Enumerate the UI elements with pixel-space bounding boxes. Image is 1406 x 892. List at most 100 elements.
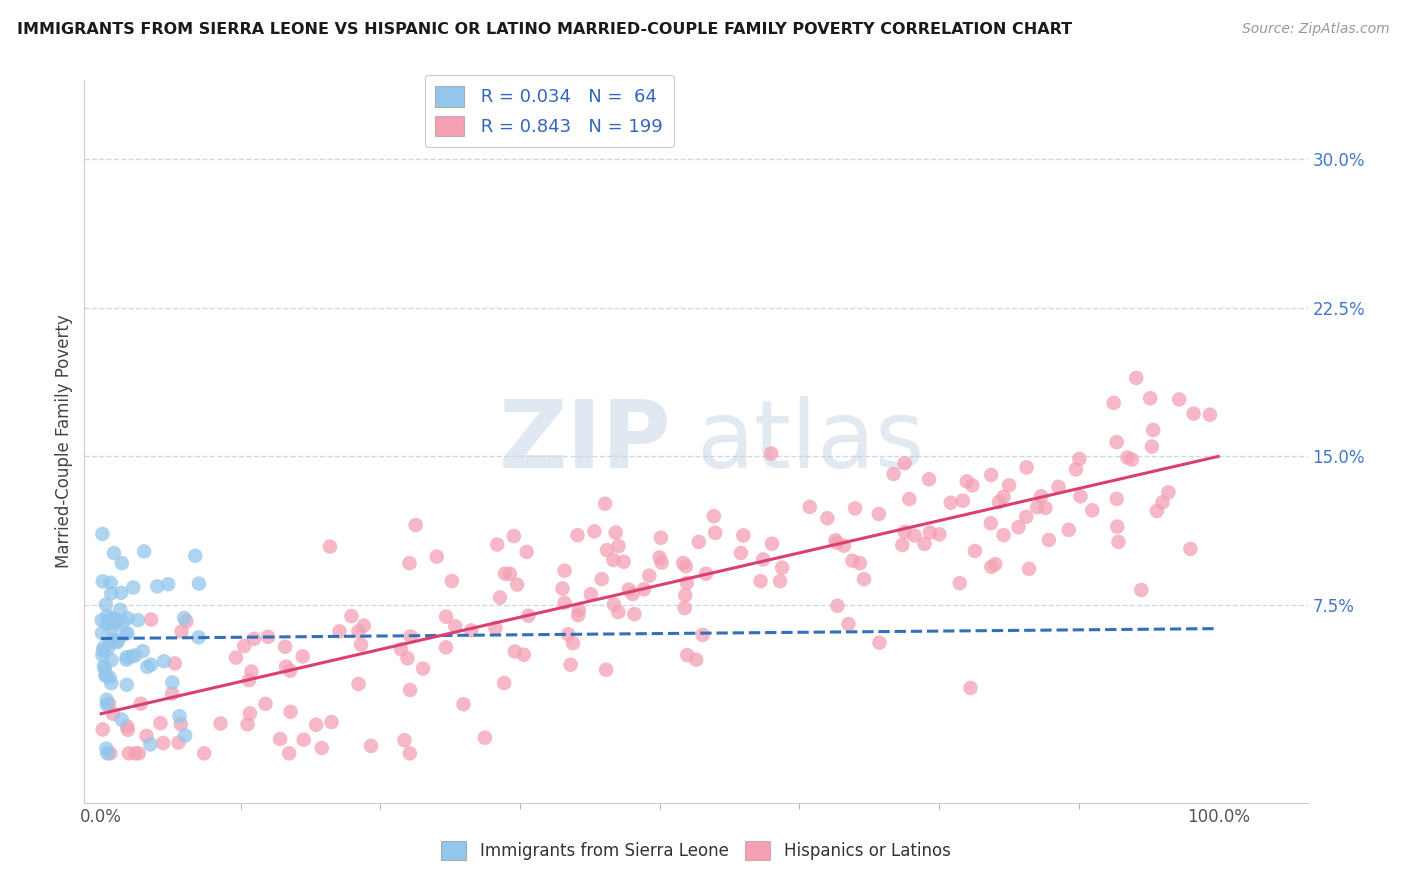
Point bbox=[1029, 489, 1052, 503]
Point bbox=[607, 605, 630, 619]
Point bbox=[685, 653, 707, 667]
Point bbox=[91, 643, 114, 657]
Point bbox=[918, 525, 941, 540]
Point bbox=[91, 574, 114, 589]
Point bbox=[115, 652, 138, 666]
Point bbox=[1107, 519, 1129, 533]
Text: IMMIGRANTS FROM SIERRA LEONE VS HISPANIC OR LATINO MARRIED-COUPLE FAMILY POVERTY: IMMIGRANTS FROM SIERRA LEONE VS HISPANIC… bbox=[17, 22, 1071, 37]
Point bbox=[118, 747, 141, 761]
Point bbox=[1026, 500, 1049, 515]
Point bbox=[103, 612, 125, 626]
Point bbox=[240, 665, 263, 679]
Point bbox=[91, 527, 114, 541]
Point bbox=[688, 535, 710, 549]
Point bbox=[122, 581, 145, 595]
Point bbox=[110, 586, 132, 600]
Point bbox=[434, 609, 457, 624]
Point bbox=[837, 617, 859, 632]
Point bbox=[583, 524, 606, 539]
Point bbox=[903, 528, 925, 542]
Point bbox=[278, 747, 301, 761]
Point bbox=[1038, 533, 1060, 547]
Point bbox=[440, 574, 463, 588]
Point bbox=[93, 640, 115, 655]
Point bbox=[980, 516, 1002, 531]
Point bbox=[607, 539, 630, 553]
Point bbox=[749, 574, 772, 588]
Point bbox=[928, 527, 950, 541]
Point bbox=[98, 635, 121, 649]
Point bbox=[412, 661, 434, 675]
Point bbox=[129, 697, 152, 711]
Point bbox=[149, 716, 172, 731]
Point bbox=[1199, 408, 1222, 422]
Point bbox=[96, 747, 118, 761]
Point bbox=[292, 732, 315, 747]
Point bbox=[173, 611, 195, 625]
Point bbox=[853, 572, 876, 586]
Point bbox=[962, 478, 984, 492]
Point bbox=[513, 648, 536, 662]
Point bbox=[579, 587, 602, 601]
Point bbox=[124, 648, 146, 663]
Point bbox=[94, 667, 117, 681]
Point bbox=[453, 698, 475, 712]
Point bbox=[672, 556, 695, 570]
Point bbox=[311, 741, 333, 756]
Point bbox=[673, 588, 696, 602]
Point bbox=[103, 546, 125, 560]
Point bbox=[139, 613, 162, 627]
Point bbox=[499, 566, 522, 581]
Point bbox=[1007, 520, 1029, 534]
Point bbox=[769, 574, 792, 588]
Point bbox=[486, 537, 509, 551]
Point bbox=[103, 632, 125, 647]
Point bbox=[94, 661, 117, 675]
Point bbox=[959, 681, 981, 695]
Point bbox=[94, 598, 117, 612]
Point bbox=[98, 670, 121, 684]
Point bbox=[1140, 440, 1163, 454]
Point bbox=[591, 572, 613, 586]
Point bbox=[193, 747, 215, 761]
Point bbox=[650, 531, 672, 545]
Point bbox=[96, 609, 118, 624]
Point bbox=[1105, 435, 1128, 450]
Point bbox=[841, 553, 863, 567]
Point bbox=[100, 611, 122, 625]
Point bbox=[1105, 491, 1128, 506]
Point bbox=[176, 615, 198, 629]
Point bbox=[360, 739, 382, 753]
Point bbox=[93, 659, 115, 673]
Point bbox=[730, 546, 752, 560]
Point bbox=[100, 676, 122, 690]
Point bbox=[112, 615, 135, 629]
Point bbox=[551, 582, 574, 596]
Point bbox=[849, 556, 872, 570]
Point bbox=[157, 577, 180, 591]
Point bbox=[236, 717, 259, 731]
Point bbox=[254, 697, 277, 711]
Point bbox=[1069, 489, 1091, 503]
Point bbox=[278, 664, 301, 678]
Point bbox=[243, 632, 266, 646]
Point bbox=[517, 608, 540, 623]
Point bbox=[1125, 371, 1147, 385]
Point bbox=[939, 496, 962, 510]
Point bbox=[460, 624, 482, 638]
Point bbox=[233, 639, 256, 653]
Point bbox=[117, 611, 139, 625]
Point bbox=[321, 714, 343, 729]
Point bbox=[993, 490, 1015, 504]
Point bbox=[426, 549, 449, 564]
Point bbox=[152, 736, 174, 750]
Point bbox=[993, 528, 1015, 542]
Point bbox=[105, 613, 128, 627]
Point bbox=[1168, 392, 1191, 407]
Point bbox=[1081, 503, 1104, 517]
Point bbox=[1015, 509, 1038, 524]
Point bbox=[111, 556, 134, 570]
Point bbox=[893, 524, 915, 539]
Point bbox=[484, 621, 506, 635]
Point bbox=[494, 676, 516, 690]
